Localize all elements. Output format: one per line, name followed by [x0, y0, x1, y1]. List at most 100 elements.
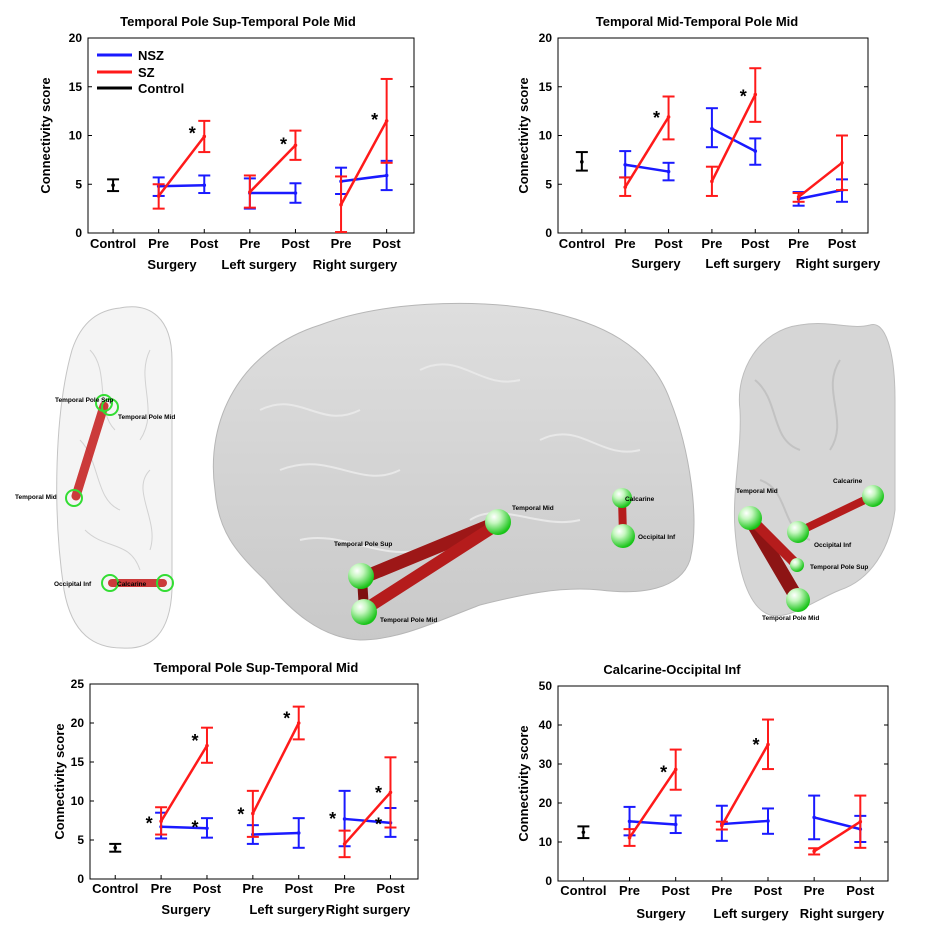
y-tick-label: 40 — [539, 718, 553, 732]
sagittal-label: Occipital Inf — [638, 534, 676, 541]
nsz-pre-point-mean — [342, 817, 347, 821]
x-tick-label: Pre — [151, 881, 172, 896]
axial-view: Temporal Pole Sup Temporal Pole Mid Temp… — [15, 306, 175, 649]
sz-post-point-mean — [202, 134, 207, 139]
y-tick-label: 20 — [539, 796, 553, 810]
x-tick-label: Pre — [711, 883, 732, 898]
control-point — [577, 825, 590, 840]
sagittal-node — [611, 524, 635, 548]
plot-frame — [89, 683, 419, 880]
sz-pre-point-mean — [251, 811, 255, 816]
nsz-post-point-mean — [666, 169, 671, 174]
y-axis-label: Connectivity score — [38, 77, 53, 193]
legend-sz-label: SZ — [138, 65, 155, 80]
chart-title: Temporal Pole Sup-Temporal Pole Mid — [120, 14, 356, 29]
nsz-pre-point-mean — [627, 819, 632, 824]
y-tick-label: 0 — [545, 226, 552, 240]
x-group-label: Surgery — [631, 256, 681, 271]
sz-post-point-mean — [296, 721, 301, 725]
nsz-post-point — [749, 137, 762, 166]
plot-frame — [557, 37, 869, 234]
y-tick-label: 10 — [539, 129, 553, 143]
axial-label: Occipital Inf — [54, 581, 92, 588]
plot-frame — [557, 685, 889, 882]
nsz-post-point — [198, 174, 211, 195]
sz-line — [160, 744, 209, 822]
chart-title: Temporal Pole Sup-Temporal Mid — [154, 660, 359, 675]
sz-line — [628, 768, 677, 839]
sagittal-node — [485, 509, 511, 535]
nsz-line — [721, 819, 769, 826]
chart-svg-tmid-tpm: Temporal Mid-Temporal Pole Mid 0 5 10 15 20 Co… — [516, 14, 881, 271]
sagittal-edge — [358, 518, 504, 616]
significance-star: * — [371, 110, 378, 130]
significance-star: * — [280, 134, 287, 154]
control-point-mean — [111, 183, 115, 188]
sz-pre-point — [335, 175, 348, 234]
y-tick-label: 0 — [77, 872, 84, 886]
sagittal-node — [612, 488, 632, 508]
coronal-label: Occipital Inf — [814, 542, 852, 549]
chart-svg-tps-tmid: Temporal Pole Sup-Temporal Mid 0 5 10 15 20 25… — [52, 660, 419, 917]
sz-pre-point-mean — [159, 819, 163, 824]
x-tick-label: Post — [193, 881, 222, 896]
nsz-post-point — [762, 807, 774, 835]
control-point — [575, 151, 588, 172]
coronal-node — [787, 521, 809, 543]
significance-star: * — [653, 108, 660, 128]
sz-pre-point — [338, 829, 351, 859]
nsz-pre-point-mean — [623, 162, 628, 167]
sz-pre-point-mean — [627, 835, 632, 840]
sz-pre-point-mean — [339, 202, 343, 207]
axial-node — [101, 398, 119, 416]
x-tick-label: Post — [662, 883, 691, 898]
nsz-post-point — [662, 161, 675, 182]
x-tick-label: Control — [560, 883, 606, 898]
nsz-post-point-mean — [293, 191, 298, 195]
sz-post-point — [384, 756, 397, 829]
x-tick-label: Pre — [788, 236, 809, 251]
x-group-label: Left surgery — [221, 257, 297, 272]
nsz-post-point-mean — [202, 183, 207, 188]
chart-svg-calcarine-occinf: Calcarine-Occipital Inf 0 10 20 30 40 50 Connec… — [516, 662, 889, 921]
nsz-post-point-mean — [673, 822, 678, 827]
sz-post-point-mean — [766, 742, 770, 747]
x-tick-label: Post — [654, 236, 683, 251]
nsz-post-point-mean — [205, 826, 209, 831]
sz-pre-point — [155, 806, 168, 836]
sz-post-point — [762, 718, 774, 771]
axial-label: Temporal Mid — [15, 494, 57, 501]
x-tick-label: Post — [828, 236, 857, 251]
x-tick-label: Pre — [242, 881, 263, 896]
x-tick-label: Post — [373, 236, 402, 251]
x-tick-label: Pre — [239, 236, 260, 251]
coronal-node — [786, 588, 810, 612]
nsz-post-point — [292, 817, 305, 849]
sz-pre-point-mean — [156, 194, 161, 198]
coronal-edge — [794, 492, 877, 536]
control-point — [107, 178, 120, 193]
y-tick-label: 15 — [539, 80, 553, 94]
sz-pre-point — [808, 847, 821, 856]
significance-star: * — [237, 804, 244, 824]
x-group-label: Left surgery — [713, 906, 789, 921]
y-tick-label: 50 — [539, 679, 553, 693]
x-tick-label: Control — [92, 881, 138, 896]
sz-post-point — [854, 794, 867, 849]
y-tick-label: 15 — [71, 755, 85, 769]
sagittal-label: Temporal Mid — [512, 505, 554, 512]
significance-star: * — [740, 87, 747, 107]
x-group-label: Surgery — [147, 257, 197, 272]
sz-post-point — [200, 726, 213, 764]
sagittal-node — [348, 563, 374, 589]
nsz-line — [344, 817, 391, 825]
sz-line — [248, 144, 297, 193]
y-tick-label: 0 — [75, 226, 82, 240]
sz-post-point-mean — [666, 115, 671, 119]
sz-pre-point — [243, 174, 256, 209]
coronal-label: Temporal Pole Sup — [810, 564, 868, 571]
x-group-label: Right surgery — [800, 906, 885, 921]
sz-post-point — [198, 119, 211, 154]
sz-pre-point-mean — [796, 195, 801, 199]
y-axis-label: Connectivity score — [516, 77, 531, 193]
